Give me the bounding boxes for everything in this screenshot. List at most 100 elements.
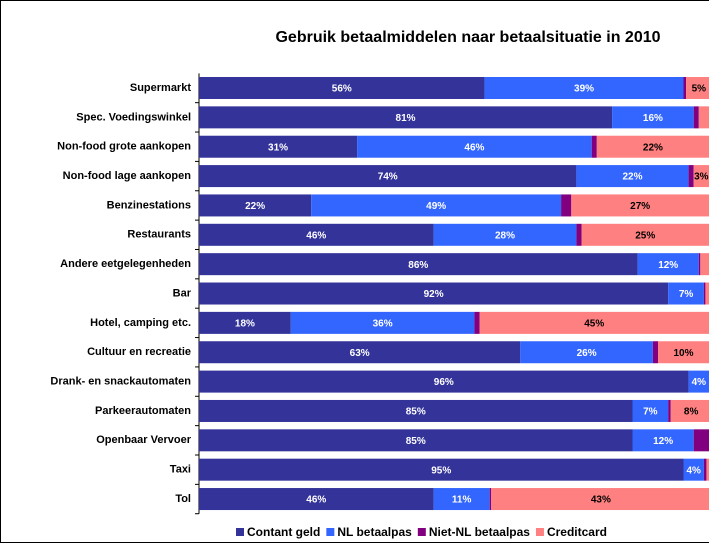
bar-segment bbox=[199, 194, 312, 217]
bar-segment bbox=[199, 370, 689, 393]
y-tick-label: Non-food lage aankopen bbox=[63, 170, 192, 182]
data-label: 45% bbox=[584, 319, 604, 330]
data-label: 5% bbox=[692, 84, 707, 95]
data-label: 92% bbox=[424, 289, 444, 300]
legend-swatch bbox=[326, 528, 335, 536]
bar-segment bbox=[693, 429, 709, 452]
data-label: 63% bbox=[350, 348, 370, 359]
bar-segment bbox=[670, 399, 709, 422]
bar-segment bbox=[199, 253, 638, 276]
bar-segment bbox=[658, 341, 709, 364]
bar-segment bbox=[576, 223, 582, 246]
data-label: 85% bbox=[406, 436, 426, 447]
legend-label: NL betaalpas bbox=[337, 525, 412, 539]
bar-segment bbox=[479, 311, 709, 334]
y-tick-label: Non-food grote aankopen bbox=[57, 141, 191, 153]
bar-segment bbox=[693, 106, 699, 129]
bar-segment bbox=[576, 165, 689, 188]
bar-segment bbox=[591, 135, 597, 158]
data-label: 11% bbox=[452, 495, 472, 506]
bar-segment bbox=[581, 223, 709, 246]
bar-segment bbox=[632, 429, 694, 452]
bar-segment bbox=[688, 165, 694, 188]
data-label: 46% bbox=[306, 230, 326, 241]
data-label: 12% bbox=[658, 260, 678, 271]
bar-segment bbox=[199, 458, 684, 481]
legend-swatch bbox=[535, 528, 544, 536]
bar-segment bbox=[433, 488, 490, 511]
data-label: 22% bbox=[643, 142, 663, 153]
bar-segment bbox=[199, 223, 434, 246]
data-label: 10% bbox=[673, 348, 693, 359]
bar-segment bbox=[491, 488, 709, 511]
bar-segment bbox=[199, 135, 358, 158]
bar-segment bbox=[199, 165, 577, 188]
bar-segment bbox=[520, 341, 653, 364]
y-tick-label: Restaurants bbox=[127, 229, 191, 241]
bar-segment bbox=[688, 370, 709, 393]
bar-segment bbox=[199, 77, 485, 99]
bar-segment bbox=[433, 223, 577, 246]
bar-segment bbox=[698, 106, 709, 129]
bar-segment bbox=[596, 135, 709, 158]
bar-segment bbox=[612, 106, 694, 129]
data-label: 22% bbox=[622, 172, 642, 183]
data-label: 43% bbox=[591, 495, 611, 506]
y-tick-label: Parkeerautomaten bbox=[95, 405, 191, 417]
bar-segment bbox=[668, 399, 671, 422]
data-label: 46% bbox=[464, 142, 484, 153]
bar-segment bbox=[700, 253, 709, 276]
bar-segment bbox=[199, 399, 633, 422]
y-tick-label: Cultuur en recreatie bbox=[87, 346, 191, 358]
data-label: 25% bbox=[635, 230, 655, 241]
data-label: 95% bbox=[431, 465, 451, 476]
data-label: 22% bbox=[245, 201, 265, 212]
data-label: 8% bbox=[684, 407, 699, 418]
data-label: 18% bbox=[235, 319, 255, 330]
bar-segment bbox=[199, 341, 521, 364]
data-label: 74% bbox=[378, 172, 398, 183]
data-label: 7% bbox=[643, 407, 658, 418]
legend-swatch bbox=[417, 528, 426, 536]
data-label: 56% bbox=[332, 84, 352, 95]
bar-segment bbox=[199, 282, 669, 305]
bar-segment bbox=[706, 458, 709, 481]
bar-segment bbox=[668, 282, 704, 305]
data-label: 4% bbox=[692, 377, 707, 388]
bar-segment bbox=[290, 311, 475, 334]
bar-segment bbox=[311, 194, 562, 217]
bar-segment bbox=[484, 77, 684, 99]
bar-segment bbox=[474, 311, 480, 334]
data-label: 12% bbox=[653, 436, 673, 447]
data-label: 39% bbox=[574, 84, 594, 95]
bar-segment bbox=[698, 253, 701, 276]
data-label: 81% bbox=[396, 113, 416, 124]
data-label: 3% bbox=[694, 172, 709, 183]
data-label: 86% bbox=[408, 260, 428, 271]
data-label: 4% bbox=[686, 465, 701, 476]
data-label: 85% bbox=[406, 407, 426, 418]
legend-label: Contant geld bbox=[247, 525, 320, 539]
bar-segment bbox=[693, 165, 709, 188]
bar-segment bbox=[686, 77, 709, 99]
data-label: 16% bbox=[643, 113, 663, 124]
data-label: 27% bbox=[630, 201, 650, 212]
data-label: 26% bbox=[577, 348, 597, 359]
legend-label: Creditcard bbox=[547, 525, 607, 539]
y-tick-label: Hotel, camping etc. bbox=[90, 317, 191, 329]
bar-segment bbox=[652, 341, 658, 364]
bar-segment bbox=[632, 399, 669, 422]
bar-segment bbox=[683, 77, 687, 99]
y-tick-label: Bar bbox=[173, 287, 192, 299]
legend-label: Niet-NL betaalpas bbox=[429, 525, 530, 539]
y-tick-label: Tol bbox=[175, 493, 191, 505]
chart-title: Gebruik betaalmiddelen naar betaalsituat… bbox=[275, 29, 660, 46]
y-tick-label: Drank- en snackautomaten bbox=[50, 376, 191, 388]
data-label: 96% bbox=[434, 377, 454, 388]
y-tick-label: Benzinestations bbox=[107, 199, 191, 211]
bar-segment bbox=[199, 311, 291, 334]
bar-segment bbox=[703, 458, 707, 481]
bar-segment bbox=[199, 488, 434, 511]
data-label: 7% bbox=[679, 289, 694, 300]
